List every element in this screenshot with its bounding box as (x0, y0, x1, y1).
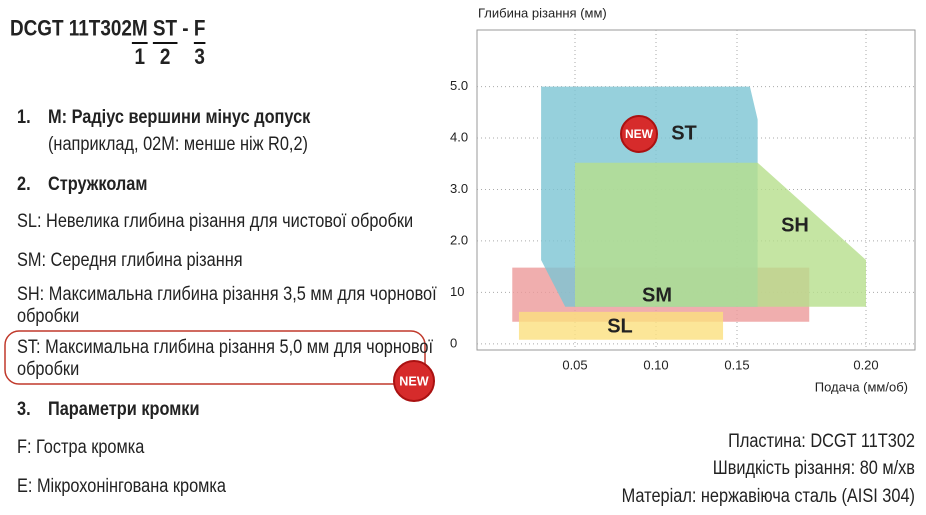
region (575, 162, 866, 307)
item-text: (наприклад, 02M: менше ніж R0,2) (48, 133, 308, 154)
new-badge (393, 360, 435, 402)
item-text: ST: Максимальна глибина різання 5,0 мм д… (17, 336, 433, 357)
note: Швидкість різання: 80 м/хв (713, 457, 915, 478)
region-label: SH (781, 214, 809, 236)
y-axis-label: Глибина різання (мм) (478, 5, 607, 20)
code-number: 2 (160, 45, 171, 70)
new-badge (620, 115, 658, 153)
chart: 0 10 2.0 3.0 4.0 5.0 0.05 0.10 0.15 0.20 Глибина р… (4, 5, 916, 402)
code-part: ST (153, 17, 178, 42)
new-badge-text: NEW (625, 127, 654, 141)
region (518, 311, 724, 340)
section-number: 3. (17, 398, 31, 419)
item-text: обробки (17, 358, 79, 379)
x-axis-label: Подача (мм/об) (815, 379, 908, 394)
new-badge-text: NEW (399, 374, 428, 388)
item-text: SM: Середня глибина різання (17, 249, 243, 270)
x-tick-label: 0.10 (643, 357, 668, 372)
item-text: E: Мікрохонінгована кромка (17, 475, 226, 496)
section-title: Параметри кромки (48, 398, 200, 419)
y-tick-label: 10 (450, 284, 464, 299)
note: Матеріал: нержавіюча сталь (AISI 304) (622, 485, 915, 506)
y-tick-label: 2.0 (450, 232, 468, 247)
code-prefix: DCGT 11T302 (10, 17, 132, 42)
item-text: обробки (17, 305, 79, 326)
y-tick-label: 4.0 (450, 129, 468, 144)
highlight-box (4, 330, 426, 385)
y-tick-label: 0 (450, 335, 457, 350)
code-line: DCGT 11T302M ST - F (10, 17, 205, 42)
region-label: SM (642, 284, 672, 306)
code-separator: - (182, 17, 188, 42)
item-text: SH: Максимальна глибина різання 3,5 мм д… (17, 283, 437, 304)
region-label: ST (671, 122, 697, 144)
code-number: 3 (194, 45, 205, 70)
left-text: DCGT 11T302M ST - F 1 2 3 1. M: Радіус вершин… (10, 17, 915, 507)
section-number: 2. (17, 173, 31, 194)
note: Пластина: DCGT 11T302 (728, 430, 915, 451)
x-tick-label: 0.20 (853, 357, 878, 372)
item-text: SL: Невелика глибина різання для чистово… (17, 210, 413, 231)
code-part: M (132, 17, 148, 42)
x-tick-label: 0.05 (562, 357, 587, 372)
code-number: 1 (134, 45, 145, 70)
y-tick-label: 5.0 (450, 78, 468, 93)
y-tick-label: 3.0 (450, 181, 468, 196)
x-tick-label: 0.15 (724, 357, 749, 372)
section-title: Стружколам (48, 173, 147, 194)
item-text: F: Гостра кромка (17, 436, 144, 457)
section-title: M: Радіус вершини мінус допуск (48, 106, 310, 127)
region-label: SL (607, 315, 633, 337)
code-part: F (194, 17, 206, 42)
section-number: 1. (17, 106, 31, 127)
plot-frame (476, 29, 916, 351)
